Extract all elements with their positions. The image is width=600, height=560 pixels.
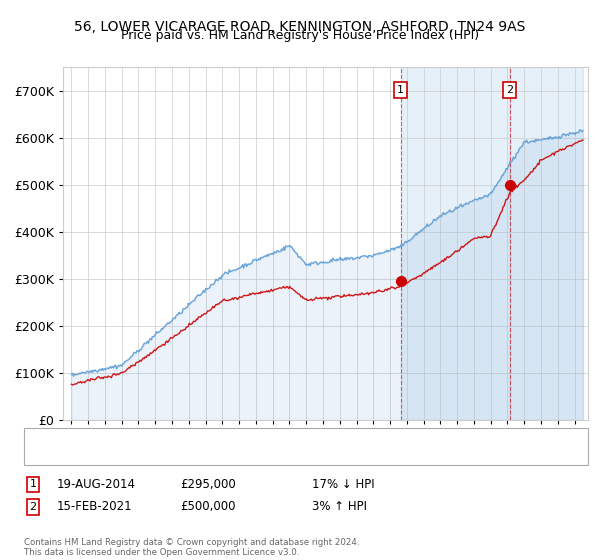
Text: 1: 1 xyxy=(29,479,37,489)
Text: 56, LOWER VICARAGE ROAD, KENNINGTON, ASHFORD, TN24 9AS (detached house): 56, LOWER VICARAGE ROAD, KENNINGTON, ASH… xyxy=(57,431,490,441)
Text: 56, LOWER VICARAGE ROAD, KENNINGTON, ASHFORD, TN24 9AS: 56, LOWER VICARAGE ROAD, KENNINGTON, ASH… xyxy=(74,20,526,34)
Text: HPI: Average price, detached house, Ashford: HPI: Average price, detached house, Ashf… xyxy=(57,448,290,458)
Text: 19-AUG-2014: 19-AUG-2014 xyxy=(57,478,136,491)
Text: 1: 1 xyxy=(397,85,404,95)
Text: £500,000: £500,000 xyxy=(180,500,235,514)
Text: 2: 2 xyxy=(29,502,37,512)
Text: 3% ↑ HPI: 3% ↑ HPI xyxy=(312,500,367,514)
Text: 17% ↓ HPI: 17% ↓ HPI xyxy=(312,478,374,491)
Text: 2: 2 xyxy=(506,85,513,95)
Bar xyxy=(509,67,583,420)
Text: £295,000: £295,000 xyxy=(180,478,236,491)
Text: Contains HM Land Registry data © Crown copyright and database right 2024.
This d: Contains HM Land Registry data © Crown c… xyxy=(24,538,359,557)
Text: —: — xyxy=(33,444,50,462)
Text: —: — xyxy=(33,427,50,445)
Text: Price paid vs. HM Land Registry's House Price Index (HPI): Price paid vs. HM Land Registry's House … xyxy=(121,29,479,42)
Bar xyxy=(401,67,509,420)
Text: 15-FEB-2021: 15-FEB-2021 xyxy=(57,500,133,514)
